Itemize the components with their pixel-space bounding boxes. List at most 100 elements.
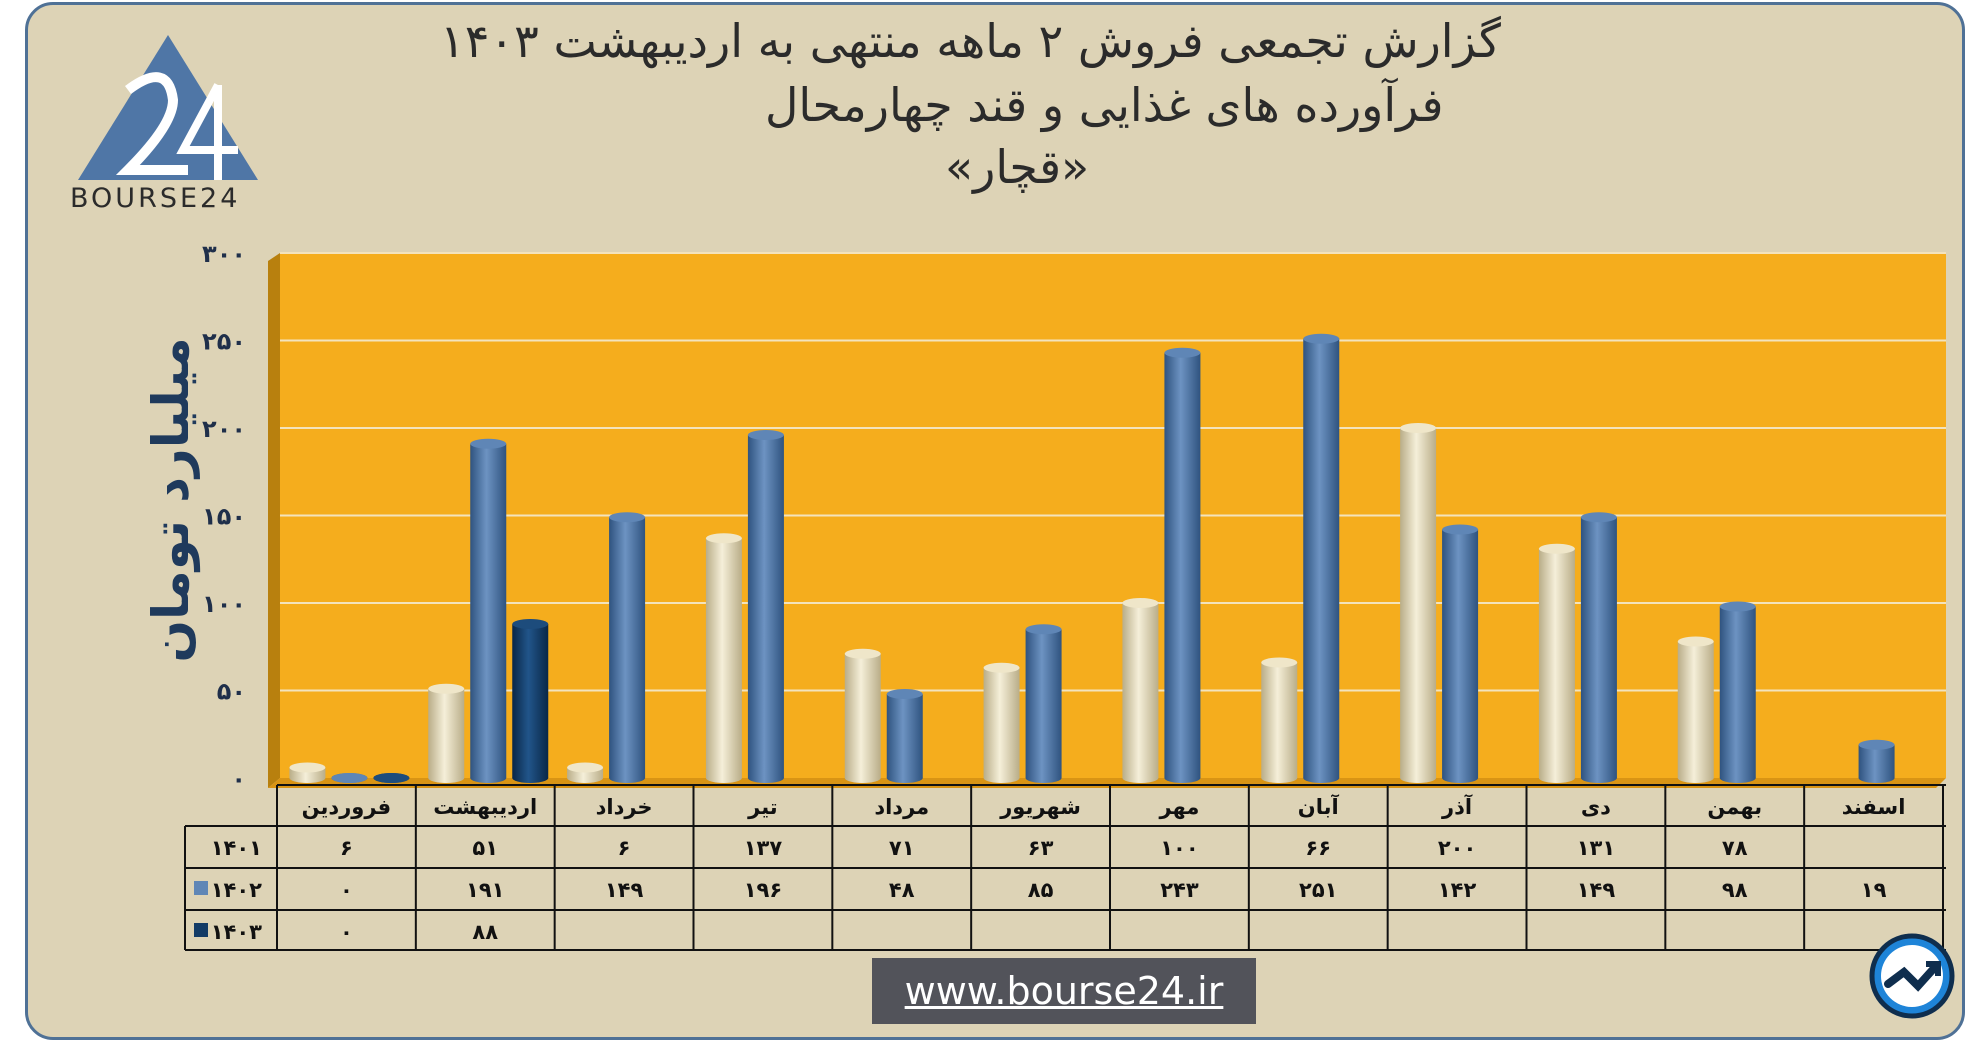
category-label: شهریور	[999, 795, 1081, 819]
bar-top	[705, 533, 742, 544]
bar-top	[567, 762, 604, 773]
bar	[1025, 629, 1062, 778]
data-label: ۱۴۹	[1577, 878, 1616, 902]
y-tick-label: ۵۰	[217, 678, 246, 706]
category-label: مرداد	[874, 795, 929, 819]
trend-arrow-icon	[1869, 933, 1955, 1019]
data-label: ۶۳	[1028, 836, 1054, 860]
y-tick-label: ۲۰۰	[202, 415, 246, 443]
chart-title: گزارش تجمعی فروش ۲ ماهه منتهی به اردیبهش…	[440, 14, 1501, 68]
bar	[1538, 548, 1575, 778]
bar	[747, 435, 784, 778]
bar	[705, 538, 742, 778]
bar-base	[886, 773, 923, 783]
bar	[1858, 744, 1895, 778]
bar	[1261, 662, 1298, 778]
bar-top	[1261, 657, 1298, 668]
bar-top	[1580, 512, 1617, 523]
bar-top	[844, 648, 881, 659]
data-label: ۱۳۱	[1577, 836, 1615, 860]
plot-side-wall	[268, 253, 280, 788]
logo-text: BOURSE24	[70, 183, 241, 214]
bar-top	[1677, 636, 1714, 647]
bar	[1580, 517, 1617, 778]
data-label: ۲۴۳	[1160, 878, 1199, 902]
bar-top	[886, 689, 923, 699]
category-label: فروردین	[302, 795, 392, 819]
bourse24-logo-icon	[78, 35, 258, 180]
website-link[interactable]: www.bourse24.ir	[904, 969, 1224, 1013]
bar	[470, 443, 507, 778]
y-tick-label: ۱۰۰	[202, 590, 246, 618]
chart-subtitle: فرآورده های غذایی و قند چهارمحال	[765, 78, 1444, 132]
bar	[609, 517, 646, 778]
bar-base	[567, 773, 604, 783]
bar-top	[1719, 601, 1756, 612]
bar-top	[1538, 543, 1575, 554]
y-tick-label: ۱۵۰	[202, 503, 246, 531]
category-label: تیر	[747, 795, 778, 819]
data-label: ۲۰۰	[1438, 836, 1476, 860]
data-label: ۱۰۰	[1160, 836, 1198, 860]
bar-base	[747, 773, 784, 783]
data-label: ۵۱	[472, 836, 498, 860]
bar-top	[1122, 598, 1159, 608]
data-label: ۶	[618, 836, 631, 860]
bar-base	[1025, 773, 1062, 783]
y-tick-label: ۰	[231, 765, 246, 793]
data-label: ۷۸	[1722, 836, 1748, 860]
bar-top	[1858, 739, 1895, 750]
bar	[886, 694, 923, 778]
series-name: ۱۴۰۲	[211, 878, 262, 902]
data-label: ۸۵	[1028, 878, 1054, 902]
data-label: ۱۴۹	[605, 878, 644, 902]
bar-top	[512, 619, 549, 629]
bar-top	[289, 762, 326, 773]
data-label: ۱۴۲	[1438, 878, 1477, 902]
data-label: ۴۸	[889, 878, 915, 902]
data-label: ۰	[340, 920, 353, 944]
bar	[1442, 529, 1479, 778]
bar-base	[289, 773, 326, 783]
bar-base	[705, 773, 742, 783]
y-axis-label: میلیارد تومان	[142, 337, 201, 662]
bar-base	[983, 773, 1020, 783]
bar	[512, 624, 549, 778]
bar-top	[609, 512, 646, 523]
bar	[567, 767, 604, 778]
bar-top	[1442, 524, 1479, 535]
bar-base	[609, 773, 646, 783]
bar-base	[1442, 773, 1479, 783]
bar	[1400, 428, 1437, 778]
bar-base	[1164, 773, 1201, 783]
bar-base	[470, 773, 507, 783]
data-label: ۶	[340, 836, 353, 860]
category-label: آذر	[1441, 794, 1473, 819]
bar-base	[1538, 773, 1575, 783]
category-label: بهمن	[1707, 795, 1762, 819]
bar	[1303, 338, 1340, 778]
bar-base	[1719, 773, 1756, 783]
data-label: ۱۳۷	[744, 836, 783, 860]
bar-base	[428, 773, 465, 783]
company-symbol: «قچار»	[945, 140, 1090, 194]
bar	[289, 767, 326, 778]
bar-base	[1580, 773, 1617, 783]
data-label: ۱۹	[1861, 878, 1887, 902]
bar-top	[373, 773, 410, 783]
category-label: اردیبهشت	[433, 795, 537, 819]
data-label: ۶۶	[1305, 836, 1331, 860]
bar-base	[1303, 773, 1340, 783]
bar	[1164, 352, 1201, 778]
data-label: ۱۹۶	[744, 878, 782, 902]
data-label: ۹۸	[1722, 878, 1748, 902]
category-label: خرداد	[596, 795, 653, 819]
website-banner[interactable]: www.bourse24.ir	[872, 958, 1256, 1024]
data-label: ۲۵۱	[1299, 878, 1337, 902]
bar	[1122, 603, 1159, 778]
bar-base	[1677, 773, 1714, 783]
bar	[428, 688, 465, 778]
bar	[1719, 606, 1756, 778]
series-name: ۱۴۰۱	[211, 836, 262, 860]
bar	[1677, 641, 1714, 778]
